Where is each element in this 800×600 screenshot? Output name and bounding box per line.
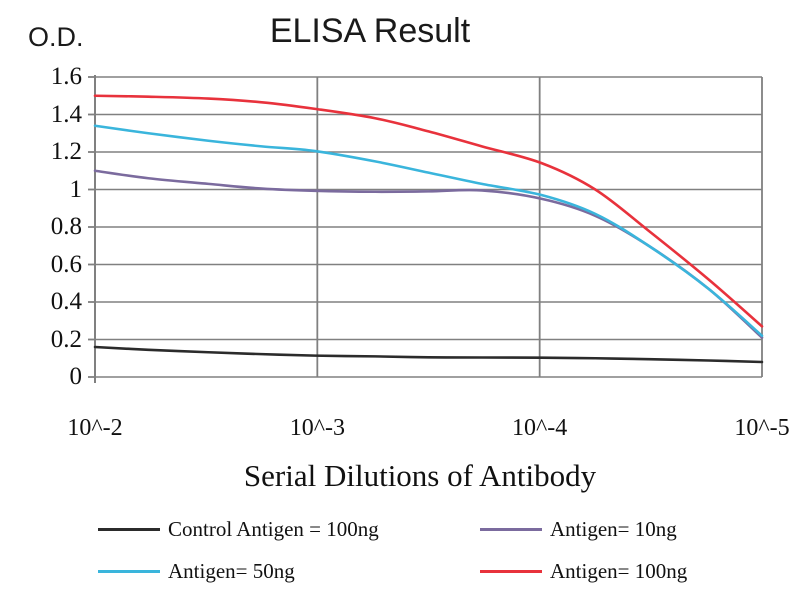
legend-item-antigen-100ng: Antigen= 100ng (480, 553, 687, 589)
y-axis-tick-label: 1.6 (50, 63, 82, 90)
legend-line-icon (98, 527, 160, 531)
legend-item-control-antigen-100ng: Control Antigen = 100ng (98, 511, 379, 547)
legend-item-antigen-50ng: Antigen= 50ng (98, 553, 295, 589)
legend-row-2: Antigen= 50ng Antigen= 100ng (70, 553, 750, 589)
data-series-line (93, 345, 764, 364)
y-axis-tick-label: 1 (69, 175, 83, 203)
legend-line-icon (98, 569, 160, 573)
y-axis-label: O.D. (28, 22, 84, 52)
axis-lines (88, 75, 96, 383)
legend-row-1: Control Antigen = 100ng Antigen= 10ng (70, 511, 750, 547)
data-series-layer (93, 94, 764, 364)
grid-lines (94, 76, 763, 378)
y-axis-tick-label: 0.2 (50, 325, 82, 353)
chart-title: ELISA Result (269, 12, 471, 50)
data-series-line (93, 94, 764, 328)
legend-line-icon (480, 527, 542, 531)
legend-label: Antigen= 100ng (550, 558, 688, 583)
x-axis-tick-label: 10^-4 (512, 415, 568, 441)
y-axis-tick-label: 0 (69, 363, 83, 390)
chart-legend: Control Antigen = 100ng Antigen= 10ng An… (70, 505, 750, 595)
y-axis-tick-label: 1.4 (50, 100, 82, 128)
legend-label: Antigen= 10ng (550, 516, 677, 541)
data-series-line (93, 124, 764, 338)
y-axis-tick-label: 1.2 (50, 138, 82, 165)
legend-label: Antigen= 50ng (168, 558, 295, 583)
x-axis-title: Serial Dilutions of Antibody (243, 458, 597, 493)
legend-label: Control Antigen = 100ng (168, 516, 379, 541)
x-axis-tick-label: 10^-5 (734, 415, 790, 441)
y-axis-tick-label: 0.4 (50, 288, 82, 315)
legend-line-icon (480, 569, 542, 573)
x-axis-tick-label: 10^-2 (67, 415, 123, 441)
legend-item-antigen-10ng: Antigen= 10ng (480, 511, 677, 547)
y-axis-tick-label: 0.6 (50, 250, 82, 278)
y-axis-tick-label: 0.8 (50, 213, 82, 240)
x-axis-tick-label: 10^-3 (289, 415, 345, 441)
